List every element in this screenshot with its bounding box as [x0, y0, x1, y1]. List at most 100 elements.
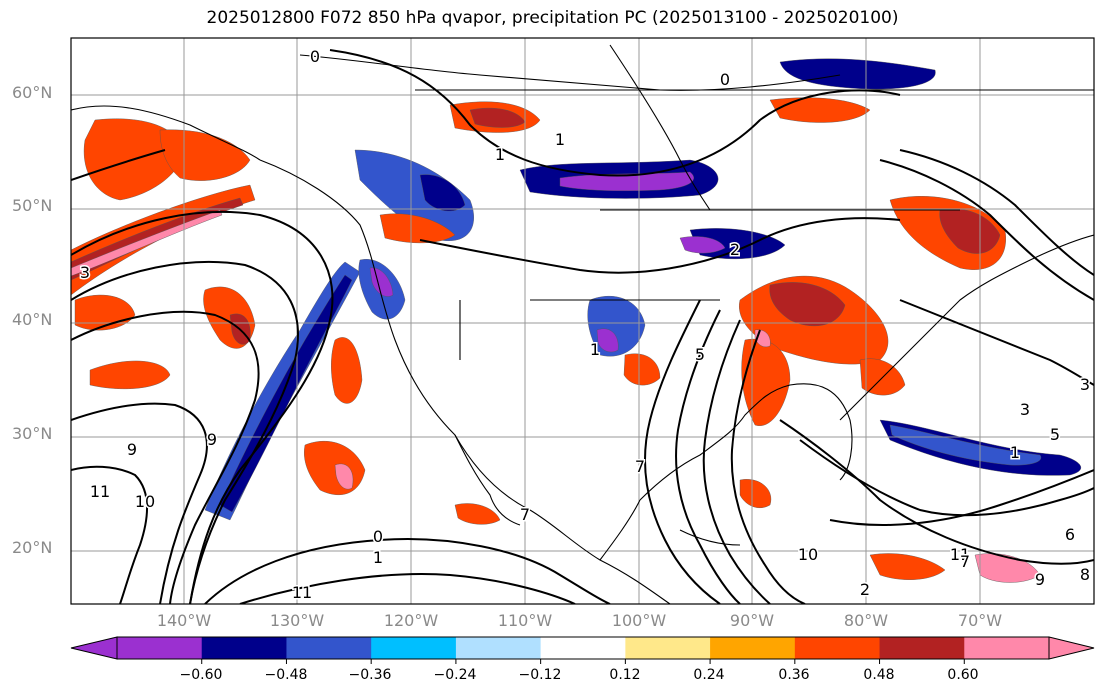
contour-line: [899, 299, 1094, 386]
contour-label: 8: [1080, 565, 1090, 584]
contour-label: 9: [207, 430, 217, 449]
contour-line: [71, 465, 148, 604]
contour-line: [644, 299, 721, 604]
precip-region: [679, 236, 726, 254]
contour-label: 3: [1020, 400, 1030, 419]
lat-label-60n: 60°N: [12, 83, 53, 102]
lon-label-140w: 140°W: [156, 611, 212, 630]
precip-region: [739, 479, 772, 508]
precip-region: [354, 149, 474, 241]
contour-label: 1: [555, 130, 565, 149]
contour-line: [204, 538, 611, 604]
contour-label: 0: [373, 527, 383, 546]
map-frame: [70, 37, 1095, 605]
precip-region: [331, 337, 363, 404]
precip-region: [939, 208, 1001, 254]
coastline-segment: [839, 234, 1094, 421]
lat-label-50n: 50°N: [12, 196, 53, 215]
contour-line: [71, 210, 334, 604]
colorbar-tick: −0.12: [518, 667, 562, 683]
contour-label: 2: [860, 580, 870, 599]
colorbar-tick: 0.60: [947, 667, 979, 683]
contour-label: 11: [950, 545, 970, 564]
contour-label: 2: [730, 240, 740, 259]
contour-label: 1: [590, 340, 600, 359]
colorbar-tick: −0.48: [264, 667, 308, 683]
contour-line: [419, 217, 901, 274]
precip-region: [379, 213, 456, 244]
contour-line: [71, 260, 299, 604]
precip-region: [454, 503, 501, 525]
precip-region: [334, 463, 354, 490]
colorbar-tick: −0.24: [433, 667, 477, 683]
contour-line: [675, 309, 741, 604]
lat-label-40n: 40°N: [12, 310, 53, 329]
lat-label-30n: 30°N: [12, 424, 53, 443]
contour-label: 10: [135, 492, 155, 511]
contour-label: 7: [635, 457, 645, 476]
precip-region: [596, 328, 619, 353]
precip-region: [769, 282, 846, 327]
contour-label: 9: [1035, 570, 1045, 589]
contour-label: 5: [695, 345, 705, 364]
graticule: [71, 38, 1094, 604]
contour-line: [329, 49, 901, 177]
contour-label: 0: [720, 70, 730, 89]
precip-region: [869, 553, 946, 580]
contour-label: 1: [1010, 443, 1020, 462]
precip-region: [89, 360, 171, 390]
contour-label: 7: [520, 505, 530, 524]
contour-line: [879, 159, 1094, 301]
lon-label-110w: 110°W: [497, 611, 553, 630]
contour-label: 1: [373, 548, 383, 567]
map-title: 2025012800 F072 850 hPa qvapor, precipit…: [206, 8, 899, 28]
coastline-segment: [599, 499, 741, 561]
colorbar-tick: 0.36: [778, 667, 810, 683]
precip-region: [741, 338, 791, 426]
contour-line: [779, 419, 1094, 565]
contour-label: 7: [960, 552, 970, 571]
contour-label: 3: [80, 263, 90, 282]
precip-region: [779, 58, 936, 90]
precip-region: [974, 553, 1041, 583]
contour-label: 3: [1080, 375, 1090, 394]
coastline-segment: [639, 383, 853, 501]
contour-label: 11: [292, 583, 312, 602]
coastline-segment: [609, 44, 711, 211]
lon-label-100w: 100°W: [611, 611, 667, 630]
contour-line: [71, 310, 260, 604]
colorbar-tick: 0.12: [609, 667, 641, 683]
colorbar-tick: 0.48: [863, 667, 895, 683]
lon-label-130w: 130°W: [269, 611, 325, 630]
lon-label-80w: 80°W: [843, 611, 889, 630]
precip-region: [889, 424, 1042, 466]
contour-label: 9: [127, 440, 137, 459]
contour-label: 11: [90, 482, 110, 501]
qvapor-contours: [71, 49, 1094, 604]
precip-region: [623, 353, 661, 386]
contour-line: [71, 402, 208, 604]
coastline-segment: [71, 105, 261, 161]
lon-label-90w: 90°W: [729, 611, 775, 630]
lon-label-70w: 70°W: [957, 611, 1003, 630]
coastline-segment: [415, 89, 1094, 360]
contour-label: 10: [798, 545, 818, 564]
contour-line: [702, 319, 771, 604]
lon-label-120w: 120°W: [383, 611, 439, 630]
contour-line: [829, 469, 1094, 526]
coastline-segment: [454, 434, 521, 526]
contour-line: [730, 329, 806, 604]
precip-region: [419, 174, 466, 212]
contour-line: [899, 149, 1094, 276]
coastline-segment: [259, 159, 671, 604]
colorbar-tick: −0.36: [348, 667, 392, 683]
precip-region: [559, 171, 694, 191]
colorbar-tick: −0.60: [179, 667, 223, 683]
contour-label: 1: [495, 145, 505, 164]
contour-line: [239, 573, 576, 604]
colorbar-tick: 0.24: [693, 667, 725, 683]
contour-label: 5: [1050, 425, 1060, 444]
